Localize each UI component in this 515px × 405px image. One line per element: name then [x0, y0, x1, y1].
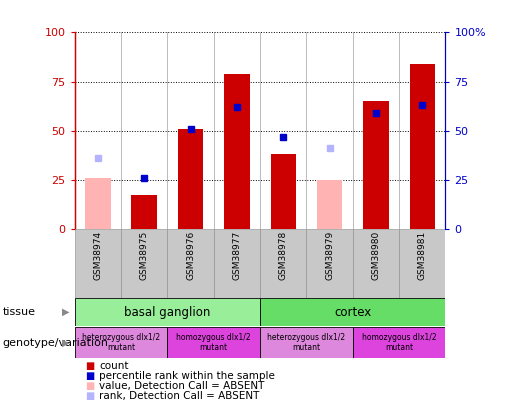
- Text: value, Detection Call = ABSENT: value, Detection Call = ABSENT: [99, 381, 265, 391]
- Text: tissue: tissue: [3, 307, 36, 317]
- Bar: [121, 229, 167, 298]
- Text: GSM38979: GSM38979: [325, 231, 334, 280]
- Text: GSM38978: GSM38978: [279, 231, 288, 280]
- Text: homozygous dlx1/2
mutant: homozygous dlx1/2 mutant: [362, 333, 436, 352]
- Text: heterozygous dlx1/2
mutant: heterozygous dlx1/2 mutant: [267, 333, 346, 352]
- Text: ■: ■: [85, 361, 94, 371]
- Text: ■: ■: [85, 371, 94, 381]
- Text: count: count: [99, 361, 129, 371]
- Bar: [260, 327, 353, 358]
- Text: GSM38980: GSM38980: [371, 231, 381, 280]
- Bar: [75, 298, 260, 326]
- Bar: [260, 298, 445, 326]
- Bar: [399, 229, 445, 298]
- Text: homozygous dlx1/2
mutant: homozygous dlx1/2 mutant: [177, 333, 251, 352]
- Bar: [260, 229, 306, 298]
- Bar: [131, 196, 157, 229]
- Bar: [224, 74, 250, 229]
- Text: heterozygous dlx1/2
mutant: heterozygous dlx1/2 mutant: [82, 333, 160, 352]
- Bar: [178, 129, 203, 229]
- Bar: [214, 229, 260, 298]
- Text: GSM38977: GSM38977: [232, 231, 242, 280]
- Text: ▶: ▶: [62, 307, 70, 317]
- Text: GSM38976: GSM38976: [186, 231, 195, 280]
- Bar: [75, 229, 121, 298]
- Bar: [270, 154, 296, 229]
- Bar: [353, 327, 445, 358]
- Text: rank, Detection Call = ABSENT: rank, Detection Call = ABSENT: [99, 391, 260, 401]
- Text: genotype/variation: genotype/variation: [3, 338, 109, 347]
- Text: basal ganglion: basal ganglion: [124, 306, 211, 319]
- Text: ▶: ▶: [62, 338, 70, 347]
- Bar: [306, 229, 353, 298]
- Bar: [85, 178, 111, 229]
- Bar: [409, 64, 435, 229]
- Text: GSM38981: GSM38981: [418, 231, 427, 280]
- Bar: [363, 101, 389, 229]
- Bar: [317, 180, 342, 229]
- Bar: [75, 327, 167, 358]
- Text: GSM38974: GSM38974: [93, 231, 102, 280]
- Bar: [167, 229, 214, 298]
- Text: cortex: cortex: [334, 306, 371, 319]
- Text: ■: ■: [85, 381, 94, 391]
- Bar: [167, 327, 260, 358]
- Text: ■: ■: [85, 391, 94, 401]
- Text: percentile rank within the sample: percentile rank within the sample: [99, 371, 276, 381]
- Bar: [353, 229, 399, 298]
- Text: GSM38975: GSM38975: [140, 231, 149, 280]
